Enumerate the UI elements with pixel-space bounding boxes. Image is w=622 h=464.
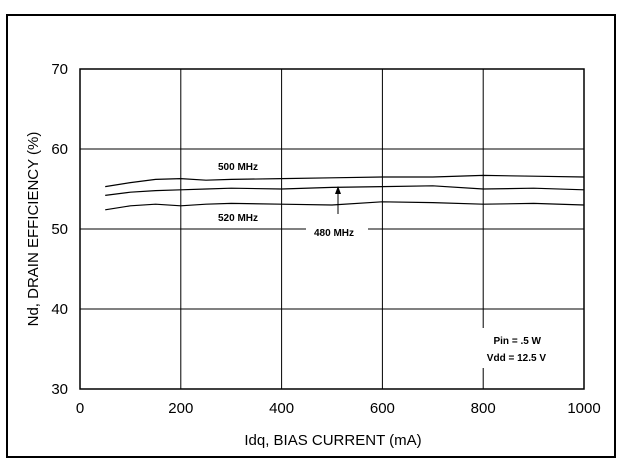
series-line-520mhz [105,201,585,211]
y-tick-label: 60 [51,141,68,158]
x-tick-label: 800 [471,400,496,417]
chart-frame [6,14,616,458]
condition-vdd: Vdd = 12.5 V [487,353,547,364]
y-tick-label: 70 [51,61,68,78]
series-label-520mhz: 520 MHz [218,213,258,224]
series-line-500mhz [105,174,585,188]
pointer-arrow-head [335,186,341,194]
x-tick-label: 600 [370,400,395,417]
series-label-500mhz: 500 MHz [218,162,258,173]
series-line-480mhz [105,185,585,196]
x-tick-label: 400 [269,400,294,417]
y-tick-label: 40 [51,301,68,318]
x-tick-label: 200 [168,400,193,417]
y-tick-label: 30 [51,381,68,398]
x-tick-label: 1000 [567,400,600,417]
series-label-480mhz: 480 MHz [314,228,354,239]
x-axis-title: Idq, BIAS CURRENT (mA) [244,432,421,449]
series-lines [105,174,585,211]
condition-pin: Pin = .5 W [493,336,541,347]
y-tick-label: 50 [51,221,68,238]
y-axis-title: Nd, DRAIN EFFICIENCY (%) [25,132,42,327]
series-label-480mhz-bg [306,224,368,240]
tick-labels: 0 200 400 600 800 1000 30 40 50 60 70 [51,61,600,417]
conditions-box-bg [470,328,558,368]
x-tick-label: 0 [76,400,84,417]
plot-area-border [79,68,585,390]
